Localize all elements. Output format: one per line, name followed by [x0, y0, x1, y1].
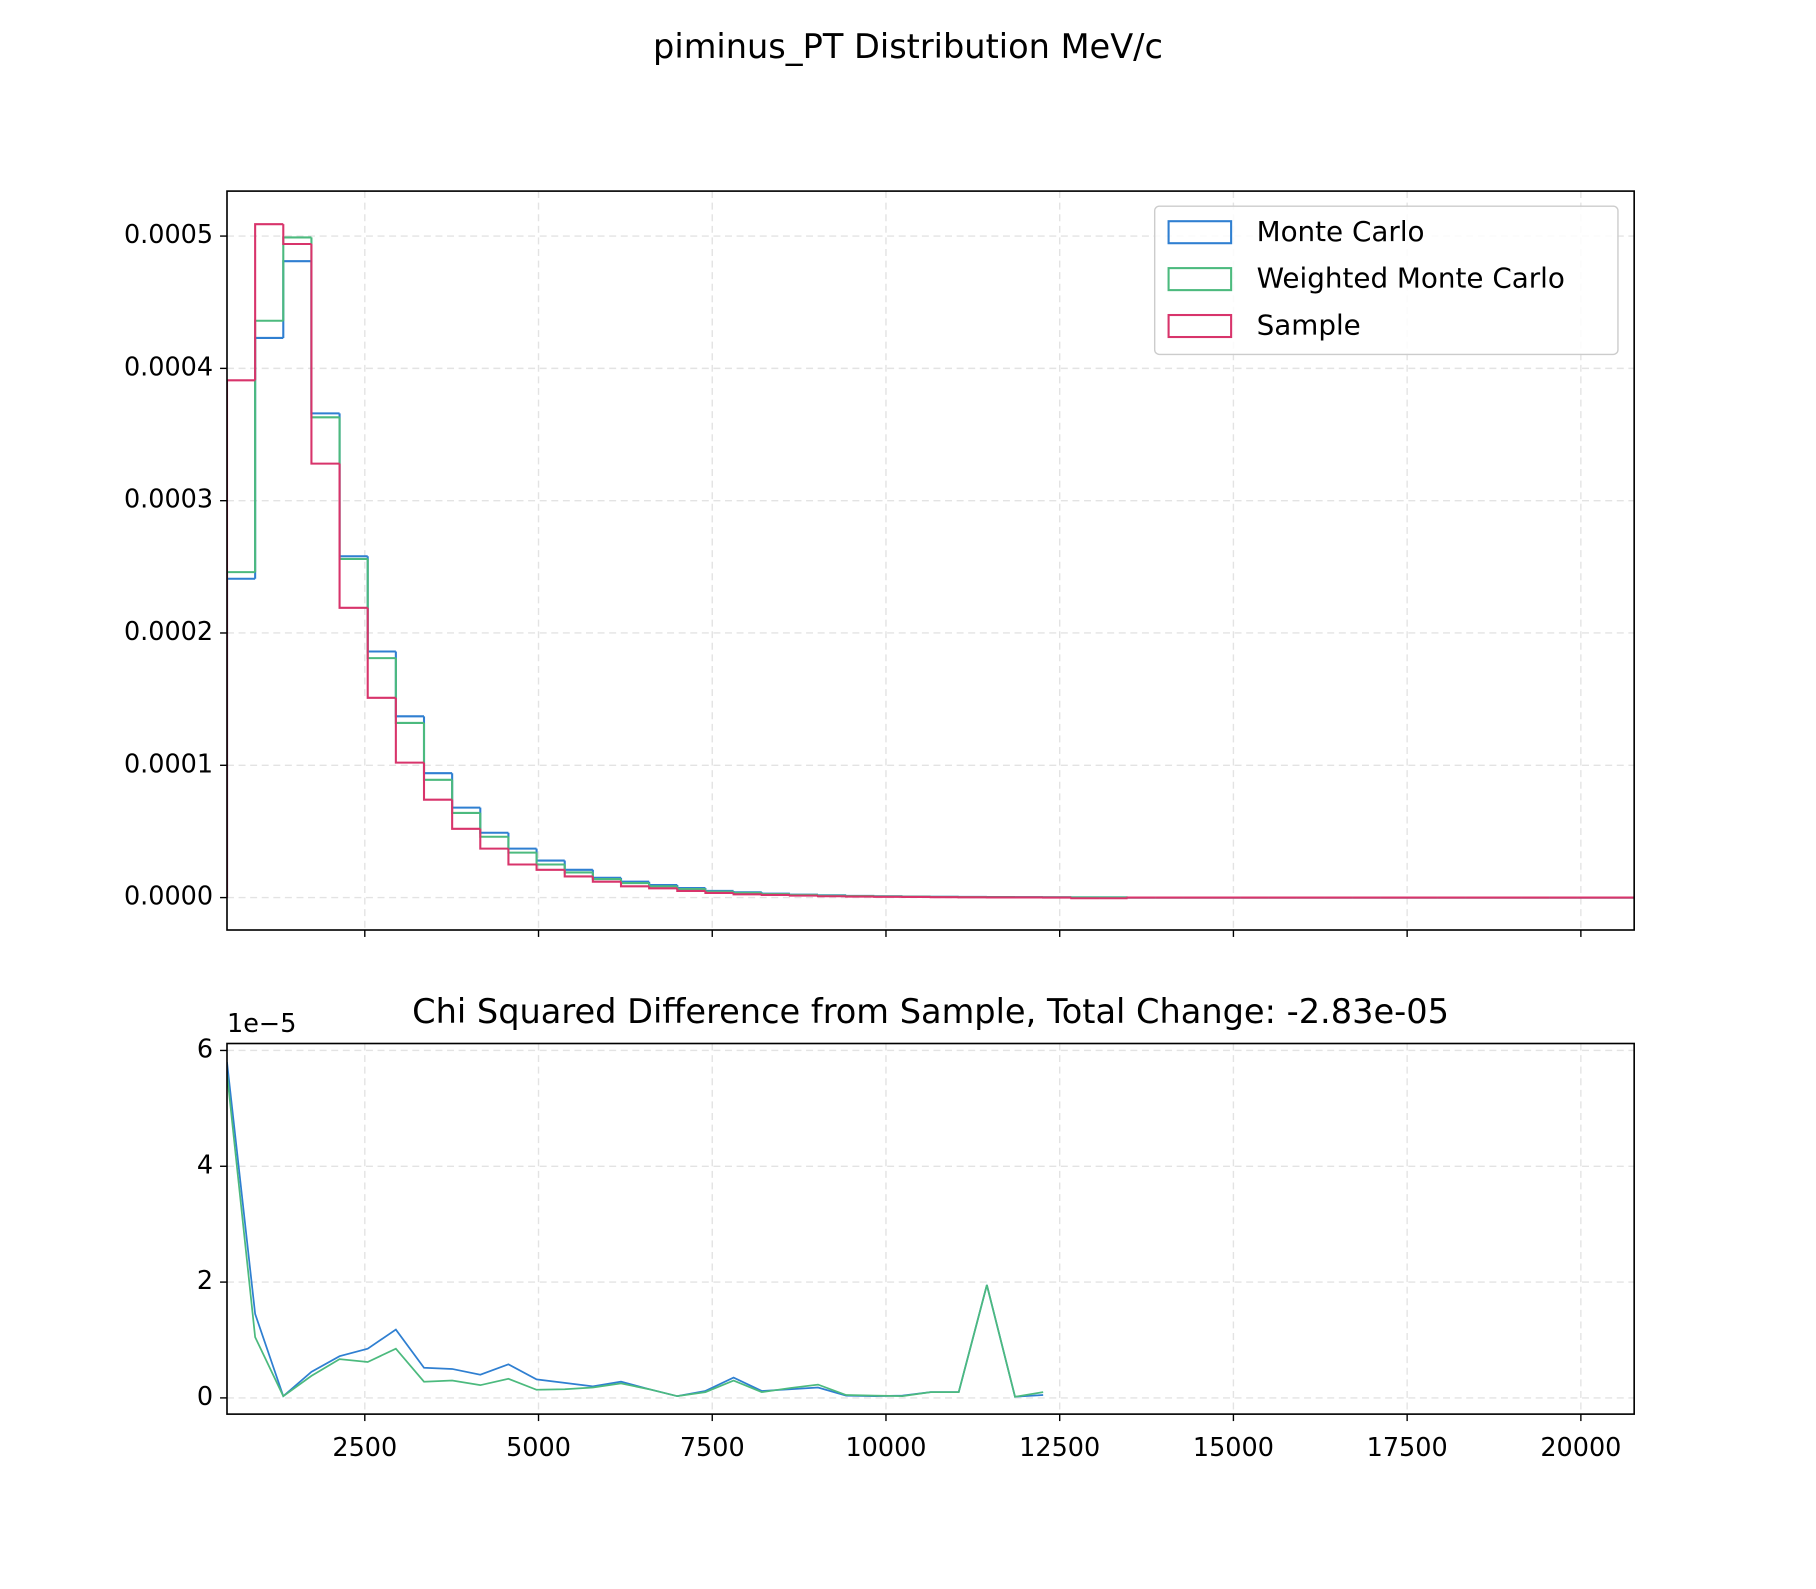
x-tick-label: 15000: [1193, 1433, 1274, 1463]
histogram-step: [254, 223, 284, 381]
axes-frame: [226, 1042, 1635, 1415]
histogram-step: [676, 888, 706, 893]
histogram-step: [760, 892, 790, 896]
histogram-step: [507, 848, 537, 866]
histogram-step: [227, 571, 256, 898]
axes-title: Chi Squared Difference from Sample, Tota…: [412, 992, 1449, 1031]
histogram-step: [535, 864, 565, 871]
y-offset-label: 1e−5: [227, 1009, 296, 1039]
y-tick-label: 2: [197, 1266, 213, 1296]
histogram-step: [227, 577, 256, 898]
x-tick-label: 17500: [1367, 1433, 1448, 1463]
y-tick-label: 0.0003: [124, 485, 213, 515]
x-tick-label: 5000: [506, 1433, 571, 1463]
histogram-step: [227, 379, 256, 898]
histogram-step: [619, 881, 650, 888]
x-tick-label: 10000: [845, 1433, 926, 1463]
histogram-step: [591, 876, 622, 883]
legend-swatch: [1167, 313, 1233, 339]
legend-swatch: [1167, 267, 1233, 292]
legend-box: [1153, 205, 1619, 356]
plot-area: [227, 223, 1635, 900]
y-tick-label: 0: [197, 1382, 213, 1412]
x-tick-label: 2500: [332, 1433, 397, 1463]
histogram-step: [788, 894, 819, 897]
histogram-step: [394, 697, 425, 764]
y-tick-label: 4: [197, 1150, 213, 1180]
y-tick-label: 0.0000: [124, 882, 213, 912]
y-tick-label: 0.0004: [124, 352, 213, 382]
histogram-step: [1126, 896, 1156, 899]
histogram-step: [816, 895, 847, 898]
y-tick-label: 0.0005: [124, 220, 213, 250]
histogram-step: [282, 224, 312, 246]
axes-frame: [226, 190, 1635, 931]
histogram-step: [760, 893, 790, 896]
histogram-step: [338, 463, 368, 609]
series-line: [227, 1073, 1044, 1398]
histogram-step: [366, 607, 396, 699]
y-tick-label: 0.0002: [124, 617, 213, 647]
histogram-step: [704, 890, 734, 895]
legend-label: Monte Carlo: [1257, 215, 1425, 248]
x-tick-label: 7500: [680, 1433, 745, 1463]
legend-label: Weighted Monte Carlo: [1257, 262, 1565, 295]
plot-area: [227, 1061, 1044, 1398]
x-tick-label: 12500: [1019, 1433, 1100, 1463]
figure-title: piminus_PT Distribution MeV/c: [653, 27, 1163, 66]
histogram-step: [732, 892, 762, 896]
histogram-step: [648, 886, 678, 890]
legend-swatch: [1167, 220, 1233, 245]
histogram-step: [479, 828, 509, 850]
histogram-step: [422, 762, 453, 801]
histogram-step: [1070, 897, 1100, 900]
y-tick-label: 0.0001: [124, 749, 213, 779]
x-tick-label: 20000: [1540, 1433, 1621, 1463]
histogram-step: [563, 869, 593, 878]
histogram-step: [451, 799, 481, 830]
histogram-step: [310, 244, 340, 465]
legend-label: Sample: [1257, 309, 1361, 342]
y-tick-label: 6: [197, 1034, 213, 1064]
